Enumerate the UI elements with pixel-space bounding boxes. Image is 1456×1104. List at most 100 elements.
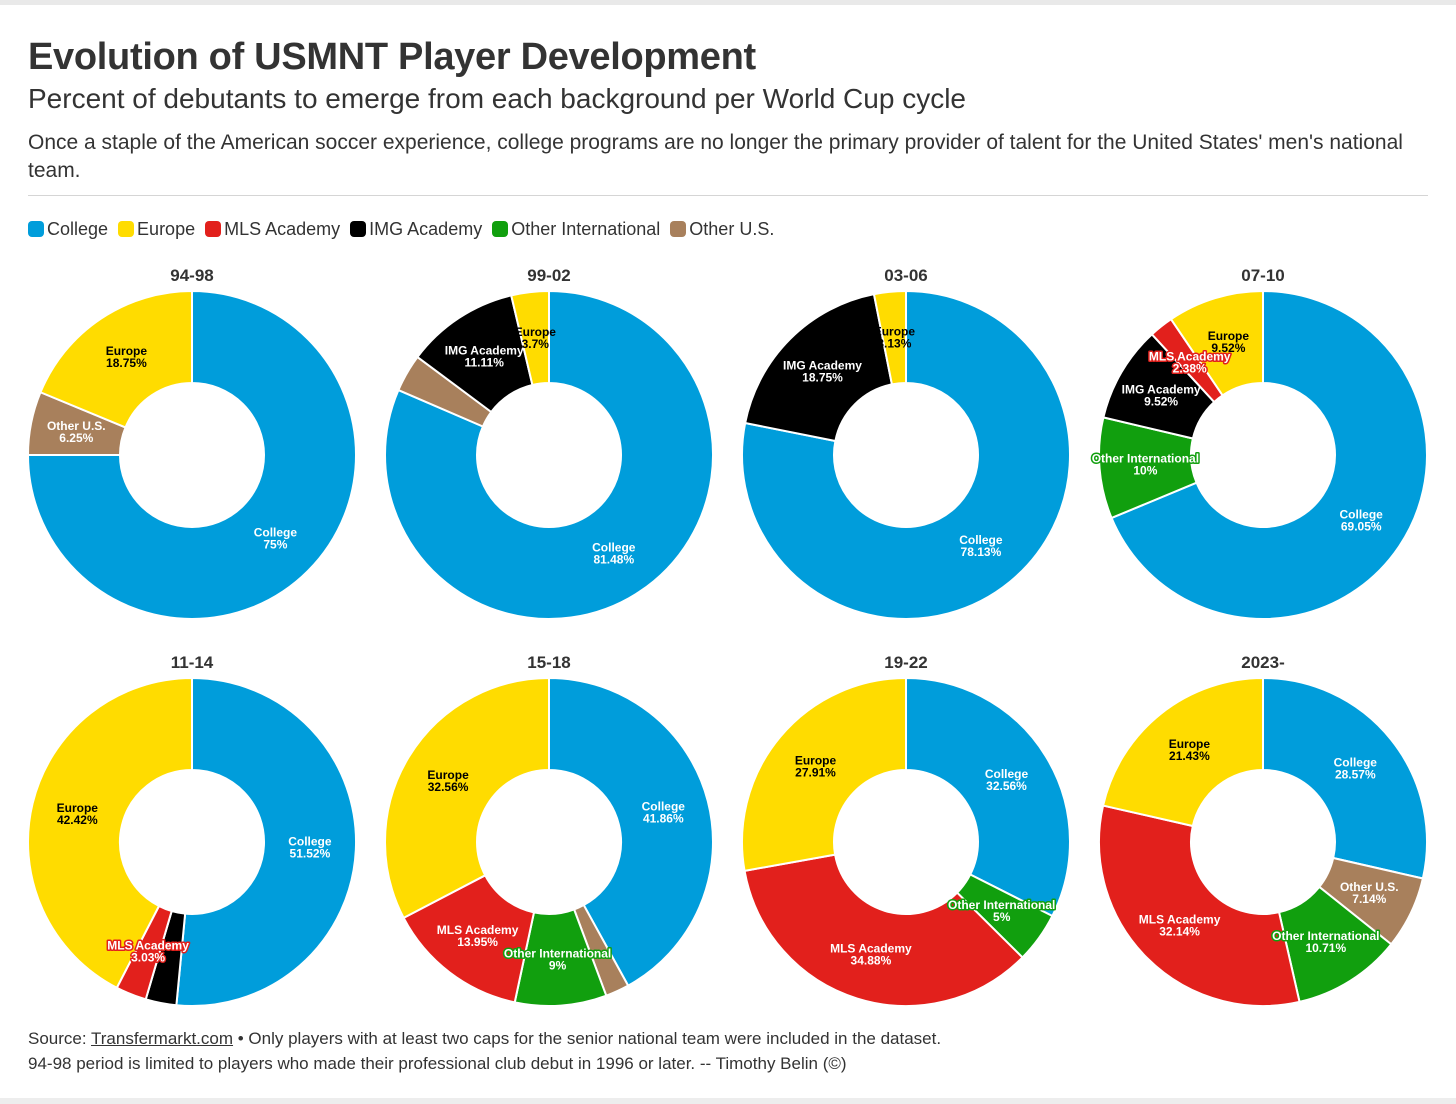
footer-note: 94-98 period is limited to players who m… [28,1054,847,1073]
slice-label: IMG Academy [1122,383,1201,397]
slice-europe [1102,677,1264,827]
slice-label: College [592,541,636,555]
slice-label: College [254,525,298,539]
slice-label: College [1340,508,1384,522]
slice-label: Europe [1169,737,1211,751]
legend-swatch [492,221,509,237]
slice-label: Other International [1092,452,1199,466]
slice-label: Other U.S. [47,419,106,433]
slice-value-label: 9% [549,959,567,973]
slice-europe [384,677,550,919]
donut-title: 2023- [1241,653,1284,672]
legend-swatch [205,221,222,237]
slice-value-label: 2.38% [1173,362,1207,376]
slice-value-label: 9.52% [1144,395,1178,409]
legend-item-college: College [28,219,108,240]
slice-label: Europe [1208,329,1250,343]
top-bar [0,0,1456,5]
slice-label: College [1334,755,1378,769]
donut-title: 94-98 [170,266,213,285]
slice-label: College [959,533,1003,547]
source-link[interactable]: Transfermarkt.com [91,1029,234,1048]
slice-value-label: 81.48% [593,553,634,567]
slice-img-academy [744,293,893,442]
slice-europe [27,677,193,989]
slice-value-label: 51.52% [290,847,331,861]
legend-label: IMG Academy [369,218,483,239]
slice-label: Europe [874,325,916,339]
slice-label: MLS Academy [1149,350,1231,364]
legend-label: Other International [511,218,661,239]
slice-label: College [985,767,1029,781]
slice-value-label: 32.14% [1159,925,1200,939]
footer: Source: Transfermarkt.com • Only players… [28,1026,1428,1076]
slice-label: College [288,835,332,849]
slice-label: Europe [427,768,469,782]
slice-label: MLS Academy [830,942,912,956]
slice-label: IMG Academy [445,343,524,357]
slice-label: College [642,800,686,814]
slice-value-label: 3.03% [131,951,165,965]
slice-value-label: 9.52% [1211,341,1245,355]
slice-value-label: 6.25% [59,431,93,445]
slice-value-label: 18.75% [106,356,147,370]
slice-college [175,677,358,1007]
footer-source-line: Source: Transfermarkt.com • Only players… [28,1026,1428,1051]
slice-value-label: 3.7% [522,337,550,351]
donut-title: 99-02 [527,266,570,285]
legend: College Europe MLS Academy IMG Academy Other… [28,216,784,242]
legend-swatch [28,221,44,237]
slice-europe [510,290,550,386]
header-divider [28,195,1428,196]
legend-item-img-academy: IMG Academy [350,219,482,240]
slice-label: Europe [795,753,837,767]
slice-college [384,290,714,620]
slice-value-label: 69.05% [1341,520,1382,534]
slice-college [1110,290,1428,620]
slice-value-label: 28.57% [1335,767,1376,781]
slice-value-label: 41.86% [643,812,684,826]
slice-label: MLS Academy [107,939,189,953]
slice-label: Other U.S. [1340,880,1399,894]
chart-description: Once a staple of the American soccer exp… [28,131,1403,182]
donut-title: 15-18 [527,653,570,672]
slice-value-label: 27.91% [795,765,836,779]
slice-label: Other International [504,947,611,961]
slice-label: Europe [57,801,99,815]
slice-value-label: 34.88% [851,954,892,968]
slice-value-label: 18.75% [802,371,843,385]
slice-label: Europe [106,344,148,358]
donut-title: 19-22 [884,653,927,672]
donut-title: 07-10 [1241,266,1284,285]
slice-college [741,290,1071,620]
slice-value-label: 78.13% [961,545,1002,559]
slice-europe [39,290,193,429]
legend-swatch [350,221,367,237]
legend-swatch [118,221,135,237]
slice-europe [1170,290,1264,397]
slice-value-label: 42.42% [57,813,98,827]
slice-label: IMG Academy [783,359,862,373]
legend-label: Other U.S. [689,218,775,239]
slice-college [905,677,1071,917]
legend-label: College [47,218,109,239]
donut-title: 11-14 [171,653,214,672]
slice-mls-academy [1098,804,1301,1007]
slice-value-label: 21.43% [1169,749,1210,763]
legend-item-other-u-s: Other U.S. [670,219,774,240]
legend-swatch [670,221,687,237]
slice-value-label: 10% [1133,464,1157,478]
legend-item-other-international: Other International [492,219,660,240]
slice-college [27,290,357,620]
bottom-bar [0,1098,1456,1104]
slice-label: MLS Academy [1139,913,1221,927]
slice-value-label: 13.95% [457,935,498,949]
legend-item-mls-academy: MLS Academy [205,219,340,240]
